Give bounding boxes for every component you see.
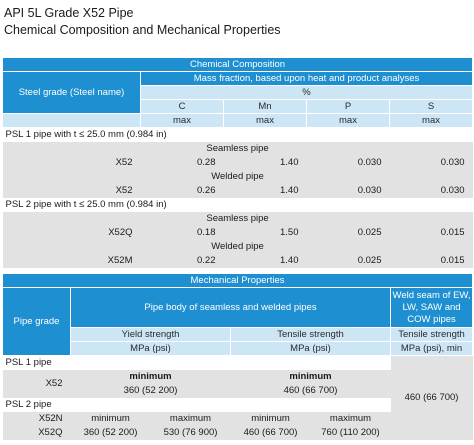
element-mn: Mn (223, 99, 307, 114)
yield-minimum-label: minimum (70, 411, 151, 426)
mechanical-properties-table: Mechanical Properties Pipe grade Pipe bo… (1, 273, 474, 440)
tensile-minimum-label: minimum (230, 411, 311, 426)
value-mn: 1.50 (223, 225, 307, 240)
table-row: X52Q 360 (52 200) 530 (76 900) 460 (66 7… (2, 425, 473, 440)
value-c: 0.18 (140, 225, 224, 240)
weld-seam-value: 460 (66 700) (390, 355, 473, 440)
chem-table-header: Chemical Composition (1, 57, 474, 72)
weld-unit: MPa (psi), min (389, 341, 474, 356)
yield-unit: MPa (psi) (70, 341, 231, 356)
grade-cell: X52N (2, 411, 71, 426)
table-row: X52 0.26 1.40 0.030 0.030 (2, 183, 473, 198)
table-row: X52M 0.22 1.40 0.025 0.015 (2, 253, 473, 268)
grade-cell: X52 (2, 155, 141, 170)
tensile-min-value: 460 (66 700) (230, 383, 391, 398)
value-mn: 1.40 (223, 183, 307, 198)
value-c: 0.26 (140, 183, 224, 198)
table-row: 360 (52 200) 460 (66 700) (3, 383, 473, 398)
element-s: S (388, 99, 474, 114)
tensile-strength-header: Tensile strength (230, 327, 391, 342)
value-p: 0.025 (306, 225, 390, 240)
chemical-composition-table: Chemical Composition Steel grade (Steel … (1, 57, 474, 268)
value-s: 0.030 (389, 183, 473, 198)
page-subtitle: Chemical Composition and Mechanical Prop… (4, 23, 281, 37)
pipe-body-header: Pipe body of seamless and welded pipes (70, 287, 391, 328)
weld-seam-header: Weld seam of EW, LW, SAW and COW pipes (389, 287, 474, 328)
value-p: 0.030 (306, 155, 390, 170)
yield-min-value: 360 (52 200) (70, 425, 151, 440)
value-s: 0.015 (389, 225, 473, 240)
value-p: 0.025 (306, 253, 390, 268)
page-title: API 5L Grade X52 Pipe (4, 6, 134, 20)
welded-label: Welded pipe (2, 169, 473, 184)
limit-max: max (223, 113, 307, 128)
yield-strength-header: Yield strength (70, 327, 231, 342)
grade-cell: X52Q (2, 425, 71, 440)
pipe-grade-header: Pipe grade (2, 287, 71, 356)
seamless-label: Seamless pipe (2, 211, 473, 226)
seamless-label: Seamless pipe (2, 141, 473, 156)
tensile-min-value: 460 (66 700) (230, 425, 311, 440)
table-row: X52 0.28 1.40 0.030 0.030 (2, 155, 473, 170)
tensile-minimum-label: minimum (230, 369, 391, 384)
mech-table-header: Mechanical Properties (1, 273, 474, 288)
steel-grade-header: Steel grade (Steel name) (2, 71, 141, 114)
yield-maximum-label: maximum (150, 411, 231, 426)
tensile-maximum-label: maximum (310, 411, 391, 426)
value-p: 0.030 (306, 183, 390, 198)
mass-fraction-header: Mass fraction, based upon heat and produ… (139, 71, 474, 86)
limit-max: max (140, 113, 224, 128)
tensile-max-value: 760 (110 200) (310, 425, 391, 440)
limit-max: max (388, 113, 474, 128)
psl1-label: PSL 1 pipe with t ≤ 25.0 mm (0.984 in) (2, 127, 473, 142)
grade-cell: X52 (2, 369, 71, 398)
psl2-label: PSL 2 pipe (2, 397, 391, 412)
value-s: 0.030 (389, 155, 473, 170)
grade-cell: X52Q (2, 225, 141, 240)
grade-cell: X52 (2, 183, 141, 198)
value-mn: 1.40 (223, 253, 307, 268)
table-row: X52Q 0.18 1.50 0.025 0.015 (2, 225, 473, 240)
weld-tensile-header: Tensile strength (389, 327, 474, 342)
value-c: 0.28 (140, 155, 224, 170)
psl2-label: PSL 2 pipe with t ≤ 25.0 mm (0.984 in) (2, 197, 473, 212)
yield-max-value: 530 (76 900) (150, 425, 231, 440)
tensile-unit: MPa (psi) (230, 341, 391, 356)
yield-min-value: 360 (52 200) (70, 383, 231, 398)
yield-minimum-label: minimum (70, 369, 231, 384)
value-mn: 1.40 (223, 155, 307, 170)
element-c: C (140, 99, 224, 114)
unit-percent: % (139, 85, 474, 100)
value-c: 0.22 (140, 253, 224, 268)
value-s: 0.015 (389, 253, 473, 268)
welded-label: Welded pipe (2, 239, 473, 254)
limit-max: max (306, 113, 390, 128)
psl1-label: PSL 1 pipe (2, 355, 391, 370)
element-p: P (306, 99, 390, 114)
grade-cell: X52M (2, 253, 141, 268)
